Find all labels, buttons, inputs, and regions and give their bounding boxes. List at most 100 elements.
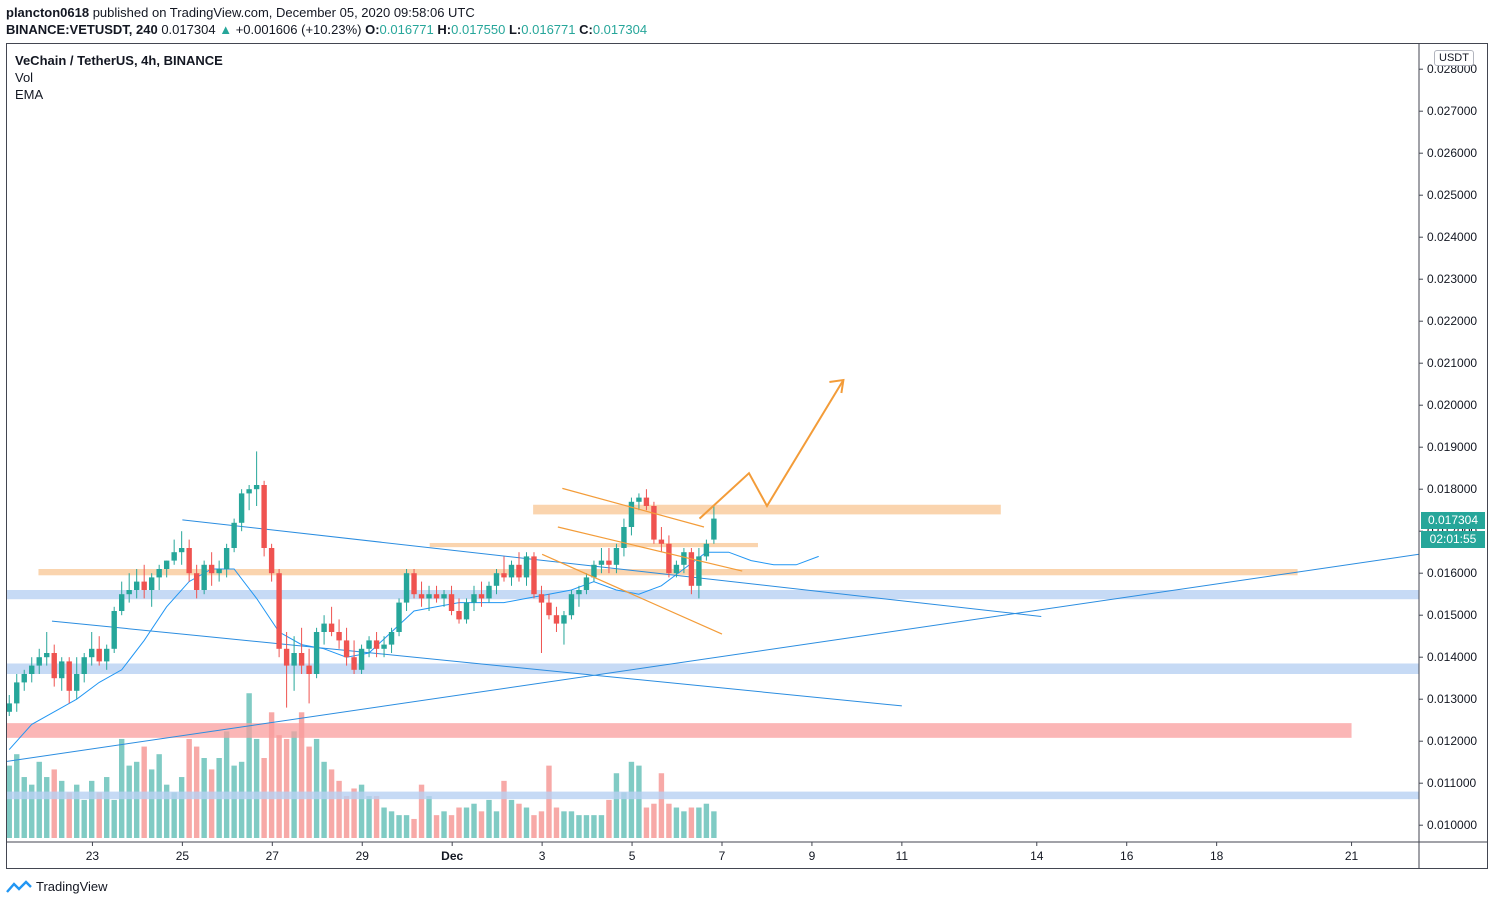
candle-body [81, 657, 87, 674]
volume-bar [478, 811, 485, 838]
demand-zone-red [7, 723, 1352, 738]
high-value: 0.017550 [451, 22, 506, 37]
price-tick-label: 0.011000 [1427, 776, 1476, 790]
volume-bar [538, 811, 545, 838]
volume-bar [178, 777, 185, 838]
volume-bar [366, 796, 372, 838]
candle-body [703, 543, 710, 557]
price-tick-label: 0.023000 [1427, 272, 1477, 286]
candle-body [336, 632, 342, 641]
candle-body [373, 640, 380, 649]
volume-bar [133, 761, 140, 838]
volume-bar [186, 738, 192, 838]
candle-body [246, 489, 252, 494]
symbol-name: BINANCE:VETUSDT, 240 [6, 22, 158, 37]
candle-body [426, 594, 432, 599]
price-tick-label: 0.021000 [1427, 356, 1477, 370]
candle-body [598, 560, 605, 565]
volume-bar [711, 811, 717, 838]
candle-body [298, 653, 305, 666]
candle-body [96, 648, 102, 662]
candle-body [89, 648, 95, 658]
volume-bar [448, 815, 455, 838]
volume-bar [381, 807, 387, 838]
volume-bar [508, 799, 515, 838]
volume-bar [74, 784, 80, 838]
time-tick-label: 9 [809, 849, 816, 863]
close-value: 0.017304 [592, 22, 648, 37]
support-zone-blue [7, 590, 1419, 600]
volume-bar [59, 780, 65, 838]
volume-bar [591, 815, 597, 838]
candle-body [253, 485, 260, 490]
candle-body [561, 615, 567, 624]
brand-label: TradingView [36, 879, 108, 894]
candle-body [523, 556, 530, 578]
time-tick-label: 7 [719, 849, 726, 863]
time-tick-label: 11 [896, 849, 909, 863]
candle-body [441, 594, 447, 599]
candle-body [216, 569, 222, 574]
volume-bar [433, 815, 440, 838]
candle-body [681, 552, 687, 565]
volume-bar [553, 807, 560, 838]
plot-area [7, 378, 1419, 838]
candle-body [283, 648, 290, 666]
candle-body [568, 594, 575, 616]
open-label: O: [365, 22, 380, 37]
trend-line [51, 620, 902, 707]
candle-body [538, 594, 545, 603]
candle-body [621, 527, 627, 548]
volume-bar [66, 792, 72, 838]
candle-body [418, 594, 425, 599]
volume-bar [126, 765, 132, 838]
price-tick-label: 0.014000 [1427, 650, 1477, 664]
candle-body [591, 564, 597, 578]
volume-bar [516, 803, 522, 838]
legend-vol[interactable]: Vol [15, 70, 34, 85]
candle-body [606, 560, 612, 565]
candle-body [148, 577, 155, 590]
candle-body [59, 661, 65, 679]
author-name[interactable]: plancton0618 [6, 5, 90, 20]
last-price-tag: 0.017304 [1421, 512, 1485, 529]
volume-bar [336, 780, 342, 838]
volume-bar [628, 761, 635, 838]
legend-ema[interactable]: EMA [15, 87, 44, 102]
volume-bar [171, 792, 177, 838]
price-tick-label: 0.025000 [1427, 188, 1477, 202]
volume-bar [576, 815, 582, 838]
candle-body [658, 539, 665, 544]
candle-body [29, 665, 35, 674]
candle-body [51, 653, 57, 679]
candle-body [583, 577, 590, 590]
volume-bar [328, 769, 335, 838]
candle-body [118, 594, 125, 611]
price-tick-label: 0.015000 [1427, 608, 1477, 622]
candle-body [471, 594, 477, 603]
candle-body [486, 585, 492, 599]
tradingview-logo[interactable]: TradingView [6, 879, 108, 894]
price-tick-label: 0.020000 [1427, 398, 1477, 412]
volume-bar [703, 803, 710, 838]
symbol-line: BINANCE:VETUSDT, 240 0.017304 ▲ +0.00160… [6, 22, 647, 37]
price-tick-label: 0.026000 [1427, 146, 1477, 160]
volume-bar [268, 712, 275, 838]
candle-body [643, 497, 650, 506]
time-tick-label: 14 [1030, 849, 1044, 863]
tradingview-logo-icon [6, 879, 32, 893]
candle-body [403, 573, 410, 603]
volume-bar [373, 796, 380, 838]
time-tick-label: 23 [86, 849, 100, 863]
volume-bar [246, 693, 252, 838]
time-tick-label: 18 [1210, 849, 1224, 863]
candle-body [276, 573, 282, 649]
price-tick-label: 0.010000 [1427, 818, 1477, 832]
volume-bar [44, 777, 50, 838]
volume-bar [351, 788, 357, 838]
currency-button[interactable]: USDT [1434, 50, 1474, 66]
candle-body [433, 594, 440, 599]
volume-bar [283, 738, 290, 838]
candle-body [531, 556, 537, 595]
